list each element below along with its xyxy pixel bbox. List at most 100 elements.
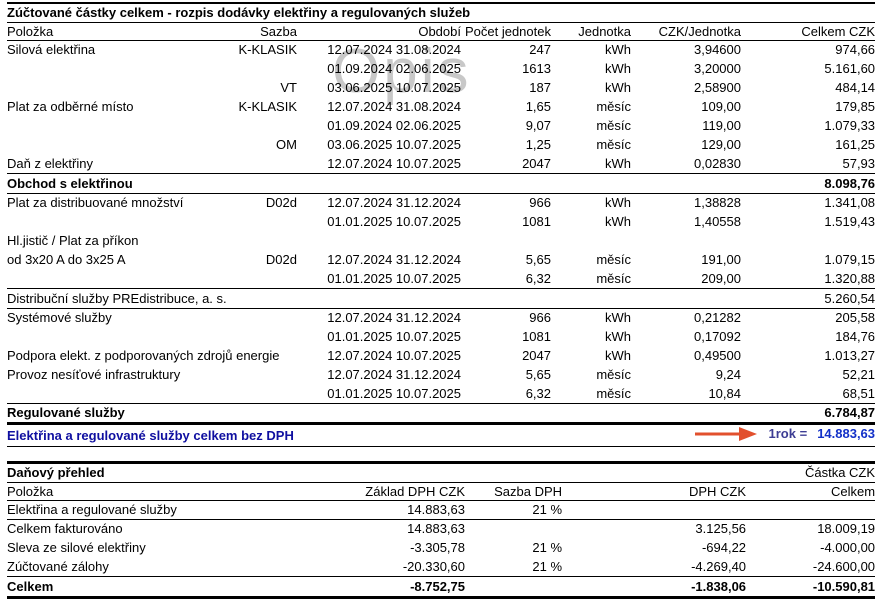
billing-document: Zúčtované částky celkem - rozpis dodávky…	[7, 2, 876, 599]
cell	[465, 575, 563, 599]
table-row: Daň z elektřiny 12.07.2024 10.07.2025 2047…	[7, 154, 875, 173]
cell: 184,76	[835, 329, 876, 344]
cell: 0,21282	[694, 310, 741, 326]
cell: Systémové služby	[7, 310, 112, 326]
cell	[461, 231, 551, 250]
cell	[237, 384, 297, 403]
cell: VT	[280, 80, 297, 95]
cell: 129,00	[701, 137, 741, 152]
table-row: 01.01.2025 10.07.2025 6,32 měsíc 10,84 68,51	[7, 384, 875, 403]
cell: měsíc	[596, 252, 631, 267]
table-title-row: Zúčtované částky celkem - rozpis dodávky…	[7, 3, 876, 23]
section-label: Distribuční služby PREdistribuce, a. s.	[7, 287, 741, 309]
cell: Hl.jistič / Plat za příkon	[7, 233, 139, 248]
cell	[7, 59, 237, 78]
cell	[7, 384, 237, 403]
table-row: Plat za odběrné místo K-KLASIK 12.07.2024 …	[7, 97, 875, 116]
cell: 1613	[522, 61, 551, 76]
cell: 161,25	[835, 137, 876, 152]
cell: K-KLASIK	[238, 42, 297, 58]
cell: 1,65	[525, 99, 551, 114]
tax-title-row: Daňový přehled Částka CZK	[7, 462, 876, 483]
cell: -694,22	[701, 540, 747, 555]
table-row: od 3x20 A do 3x25 A D02d 12.07.2024 31.12.…	[7, 250, 875, 269]
table-row: Celkem fakturováno 14.883,63 3.125,56 18.00…	[7, 519, 875, 538]
table-row: Sleva ze silové elektřiny -3.305,78 21 % -6…	[7, 538, 875, 557]
cell: 5,65	[525, 252, 551, 267]
cell: kWh	[605, 329, 631, 344]
cell	[551, 231, 631, 250]
grand-total-value: 14.883,63	[817, 426, 876, 442]
cell: 119,00	[702, 118, 741, 133]
cell: 14.883,63	[407, 521, 465, 537]
cell: 179,85	[835, 99, 876, 114]
cell: 974,66	[835, 42, 876, 58]
cell: 1.013,27	[824, 348, 876, 363]
cell: 12.07.2024 31.08.2024	[327, 42, 461, 58]
section-subtotal-row: Distribuční služby PREdistribuce, a. s. 5…	[7, 287, 876, 309]
cell: 5,65	[525, 367, 551, 382]
cell: -1.838,06	[562, 575, 747, 599]
cell	[237, 308, 297, 327]
grand-total-label: Elektřina a regulované služby celkem bez…	[7, 423, 551, 447]
table-row: OM 03.06.2025 10.07.2025 1,25 měsíc 129,00 16…	[7, 135, 875, 154]
column-header: DPH CZK	[562, 482, 747, 501]
cell	[237, 116, 297, 135]
table-row: 01.01.2025 10.07.2025 6,32 měsíc 209,00 1.32…	[7, 269, 875, 288]
cell: 6,32	[525, 385, 551, 401]
column-header: Jednotka	[551, 22, 631, 41]
table-row: Plat za distribuované množství D02d 12.07.…	[7, 193, 875, 212]
cell: 9,24	[715, 367, 741, 382]
cell: 12.07.2024 31.08.2024	[327, 99, 461, 114]
cell: Silová elektřina	[7, 42, 96, 58]
cell: -4.269,40	[691, 558, 747, 574]
cell: kWh	[605, 80, 631, 95]
table-row: Systémové služby 12.07.2024 31.12.2024 966…	[7, 308, 875, 327]
cell: 2,58900	[694, 80, 741, 95]
tax-header-row: Položka Základ DPH CZK Sazba DPH DPH CZK…	[7, 482, 876, 501]
cell: 21 %	[465, 500, 563, 520]
table-row: 01.01.2025 10.07.2025 1081 kWh 0,17092 184,7…	[7, 327, 875, 346]
cell: Plat za odběrné místo	[7, 99, 134, 114]
section-total: 8.098,76	[741, 172, 876, 194]
cell	[562, 500, 747, 520]
table-row: 01.09.2024 02.06.2025 1613 kWh 3,20000 5.161…	[7, 59, 875, 78]
cell: kWh	[605, 195, 631, 211]
table-row: VT 03.06.2025 10.07.2025 187 kWh 2,58900 484,…	[7, 78, 875, 97]
cell: 01.01.2025 10.07.2025	[327, 385, 461, 401]
cell: 21 %	[532, 558, 563, 574]
column-header: Sazba	[237, 22, 297, 41]
cell: Daň z elektřiny	[7, 155, 93, 171]
cell: 1,40558	[694, 214, 741, 229]
cell: 52,21	[842, 367, 876, 382]
amount-column-label: Částka CZK	[562, 462, 876, 483]
cell: 01.01.2025 10.07.2025	[327, 214, 461, 229]
section-label: Regulované služby	[7, 402, 741, 425]
cell: 3,94600	[694, 42, 741, 58]
cell: -20.330,60	[402, 558, 465, 574]
cell	[746, 500, 876, 520]
tax-table-title: Daňový přehled	[7, 462, 563, 483]
cell: 3.125,56	[695, 521, 747, 537]
cell: OM	[276, 137, 297, 152]
cell: 1.079,15	[824, 252, 876, 267]
cell: K-KLASIK	[238, 99, 297, 114]
table-body: Silová elektřina K-KLASIK 12.07.2024 31.08…	[7, 40, 876, 425]
cell: kWh	[605, 155, 631, 171]
section-total: 6.784,87	[741, 402, 876, 425]
cell	[631, 231, 741, 250]
cell: Sleva ze silové elektřiny	[7, 540, 146, 555]
cell: 1,25	[525, 137, 551, 152]
cell	[7, 327, 237, 346]
cell: 12.07.2024 10.07.2025	[327, 155, 461, 171]
cell: 12.07.2024 10.07.2025	[327, 348, 461, 363]
total-row: Celkem -8.752,75 -1.838,06 -10.590,81	[7, 575, 876, 599]
cell: 01.09.2024 02.06.2025	[327, 118, 461, 133]
cell: kWh	[605, 310, 631, 326]
table-row: Elektřina a regulované služby 14.883,63 21…	[7, 500, 876, 520]
column-header: CZK/Jednotka	[631, 22, 741, 41]
column-header: Položka	[7, 22, 237, 41]
cell: 01.01.2025 10.07.2025	[327, 270, 461, 286]
cell: 205,58	[835, 310, 876, 326]
table-row: 01.09.2024 02.06.2025 9,07 měsíc 119,00 1.07…	[7, 116, 875, 135]
